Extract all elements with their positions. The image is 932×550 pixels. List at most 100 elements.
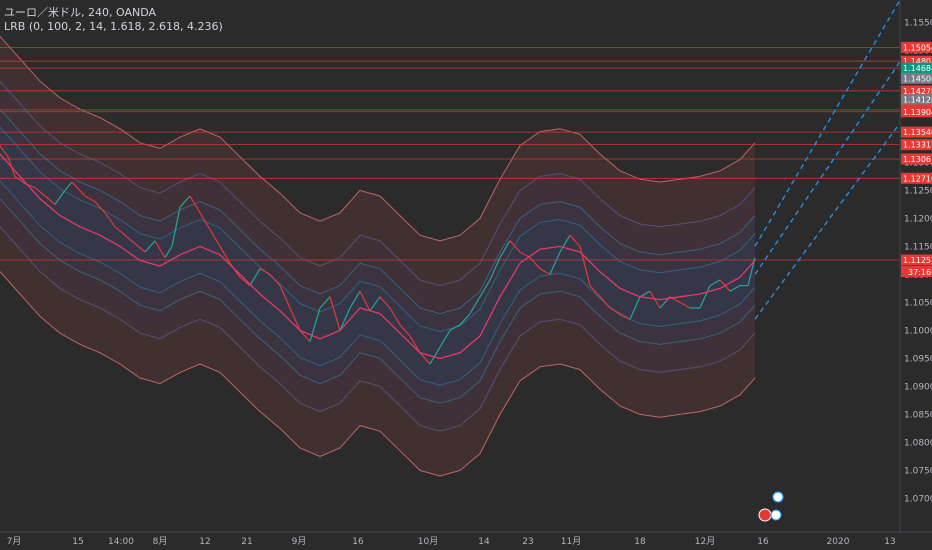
price-segment (509, 240, 521, 253)
x-tick-label: 13 (884, 537, 895, 547)
price-segment (529, 257, 541, 270)
event-marker (770, 509, 782, 521)
price-segment (549, 251, 561, 275)
x-tick-label: 14:00 (108, 537, 134, 547)
price-segment (499, 240, 511, 258)
projection-line-2 (754, 122, 901, 320)
price-segment (589, 285, 601, 298)
price-segment (459, 313, 471, 326)
projection-line-1 (754, 61, 901, 275)
price-tag (901, 106, 932, 118)
x-tick-label: 7月 (7, 536, 22, 547)
event-marker (772, 491, 784, 503)
countdown-tag (901, 266, 932, 278)
price-segment (64, 181, 73, 191)
price-segment (729, 285, 741, 292)
price-segment (639, 290, 651, 298)
price-segment (559, 234, 571, 253)
price-tag-label: 1.14500 (903, 74, 932, 83)
x-tick-label: 15 (72, 537, 83, 547)
price-segment (209, 229, 221, 247)
price-segment (649, 290, 661, 309)
y-tick-label: 1.09000 (904, 382, 932, 392)
price-tag (901, 172, 932, 184)
countdown-label: 37:16 (908, 268, 931, 277)
price-segment (539, 268, 551, 275)
price-tag (901, 139, 932, 151)
price-segment (479, 279, 491, 298)
price-segment (164, 246, 173, 258)
band-lower-outer (0, 226, 756, 432)
price-segment (289, 307, 301, 331)
price-tag-label: 1.13540 (903, 128, 932, 137)
price-segment (94, 201, 106, 214)
x-tick-label: 16 (757, 537, 769, 547)
x-tick-label: 11月 (561, 536, 581, 547)
price-tag (901, 55, 932, 67)
price-segment (114, 226, 126, 236)
y-tick-label: 1.12000 (904, 214, 932, 224)
y-tick-label: 1.07000 (904, 494, 932, 504)
price-segment (249, 268, 261, 286)
price-tag (901, 254, 932, 266)
band-upper-middle (0, 108, 756, 315)
price-tag-label: 1.13904 (903, 108, 932, 117)
price-segment (469, 296, 481, 314)
price-segment (599, 296, 611, 309)
chart-title: ユーロ／米ドル, 240, OANDA (4, 6, 157, 19)
y-tick-label: 1.10000 (904, 326, 932, 336)
price-segment (329, 296, 341, 331)
price-tag-label: 1.12716 (903, 174, 932, 183)
band-fill-outer (0, 81, 755, 432)
price-segment (219, 246, 231, 264)
price-segment (619, 313, 631, 320)
price-tag-label: 1.15054 (903, 43, 932, 52)
price-segment (369, 296, 381, 312)
price-segment (104, 212, 116, 228)
price-tag (901, 94, 932, 106)
price-tag (901, 85, 932, 97)
price-tag (901, 126, 932, 138)
x-tick-label: 23 (522, 537, 533, 547)
price-segment (171, 207, 181, 247)
regression-center-line (0, 153, 756, 360)
band-lower-extreme (0, 271, 756, 477)
price-tag-label: 1.13317 (903, 141, 932, 150)
price-segment (54, 190, 66, 205)
price-segment (154, 240, 166, 258)
price-tag (901, 153, 932, 165)
price-segment (199, 212, 211, 230)
price-tag (901, 41, 932, 53)
price-segment (379, 296, 391, 309)
x-axis-panel (0, 532, 932, 550)
price-segment (44, 195, 56, 205)
price-segment (14, 175, 26, 185)
x-tick-label: 9月 (292, 536, 307, 547)
band-lower-inner (0, 180, 756, 386)
price-segment (124, 234, 136, 245)
price-segment (179, 195, 191, 208)
x-tick-label: 8月 (153, 536, 168, 547)
price-segment (239, 276, 251, 287)
y-tick-label: 1.11500 (904, 242, 932, 252)
price-tag-label: 1.14278 (903, 87, 932, 96)
y-tick-label: 1.08000 (904, 438, 932, 448)
price-segment (419, 352, 431, 365)
price-segment (34, 187, 46, 197)
price-tag-label: 1.11257 (903, 256, 932, 265)
projection-line-0 (754, 0, 901, 247)
x-tick-label: 21 (241, 537, 252, 547)
price-tag-label: 1.14684 (903, 64, 932, 73)
price-segment (189, 195, 201, 214)
price-segment (569, 234, 581, 247)
band-fill-middle (0, 109, 755, 404)
y-tick-label: 1.08500 (904, 410, 932, 420)
band-fill-inner (0, 127, 755, 386)
price-segment (269, 274, 281, 286)
y-tick-label: 1.10500 (904, 298, 932, 308)
price-segment (609, 307, 621, 315)
price-segment (359, 290, 371, 312)
price-segment (349, 290, 361, 309)
